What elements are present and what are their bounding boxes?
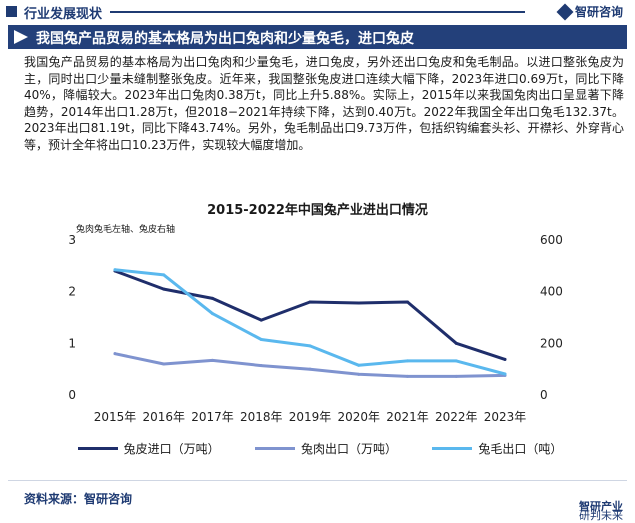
data-point [211,296,214,300]
top-divider [110,11,525,13]
body-paragraph: 我国兔产品贸易的基本格局为出口兔肉和少量兔毛，进口兔皮，另外还出口兔皮和兔毛制品… [24,55,624,152]
chart-title: 2015-2022年中国兔产业进出口情况 [207,203,428,218]
x-axis-tick-label: 2020年 [337,410,380,424]
data-point [357,363,361,367]
x-axis-tick-label: 2019年 [289,410,332,424]
x-axis-tick-label: 2021年 [386,410,429,424]
legend-swatch [254,447,295,450]
data-point [406,300,409,304]
data-point [454,341,458,345]
series-line [113,268,507,376]
legend-label: 兔肉出口（万吨） [300,442,397,456]
legend-label: 兔皮进口（万吨） [123,442,220,456]
legend-swatch [77,447,118,450]
data-point [259,337,263,341]
x-axis-tick-label: 2017年 [191,410,234,424]
data-point [259,364,263,368]
legend-item: 兔毛出口（吨） [432,440,562,457]
section-marker-icon [6,6,17,17]
data-point [162,287,166,291]
left-axis-tick-label: 0 [68,388,76,402]
legend-swatch [432,447,473,450]
data-point [406,374,409,378]
data-point [357,372,361,376]
legend-item: 兔皮进口（万吨） [77,440,220,457]
data-point [308,300,312,304]
data-point [162,273,166,277]
headline-title: 我国兔产品贸易的基本格局为出口兔肉和少量兔毛，进口兔皮 [36,31,414,47]
right-axis-tick-label: 400 [540,285,563,299]
data-point [454,359,458,363]
data-point [162,362,166,366]
x-axis-tick-label: 2023年 [484,410,527,424]
top-bar: 行业发展现状 智研咨询 [0,0,635,24]
left-axis-tick-label: 2 [68,285,76,299]
brand-logo-text: 智研咨询 [574,5,623,19]
data-point [113,352,117,356]
footer-logo: 智研产业 [579,500,623,513]
data-point [259,318,263,322]
right-axis-tick-label: 0 [540,388,548,402]
data-point [454,374,458,378]
headline-banner: 我国兔产品贸易的基本格局为出口兔肉和少量兔毛，进口兔皮 [8,25,627,49]
data-point [308,367,312,371]
data-point [113,268,117,272]
right-axis-tick-label: 200 [540,336,563,350]
axis-note: 兔肉兔毛左轴、兔皮右轴 [76,225,176,235]
x-axis-tick-label: 2018年 [240,410,283,424]
brand-logo: 智研咨询 [556,3,623,20]
x-axis-tick-label: 2015年 [94,410,137,424]
left-axis-tick-label: 1 [68,336,76,350]
legend-item: 兔肉出口（万吨） [254,440,397,457]
x-axis-tick-label: 2016年 [142,410,185,424]
source-note: 资料来源：智研咨询 [24,492,133,506]
section-label: 行业发展现状 [24,7,103,22]
data-point [211,358,214,362]
data-point [503,372,507,376]
data-point [357,301,361,305]
chart-legend: 兔皮进口（万吨） 兔肉出口（万吨） 兔毛出口（吨） [60,440,580,457]
legend-label: 兔毛出口（吨） [478,442,563,456]
footer-slogan: 研判未来 [579,509,623,522]
right-axis-tick-label: 600 [540,233,563,247]
bottom-divider [8,480,627,481]
left-axis-tick-label: 3 [68,233,76,247]
data-point [503,357,507,361]
data-point [406,359,409,363]
data-point [308,344,312,348]
data-point [211,312,214,316]
series-line [113,352,507,378]
x-axis-tick-label: 2022年 [435,410,478,424]
